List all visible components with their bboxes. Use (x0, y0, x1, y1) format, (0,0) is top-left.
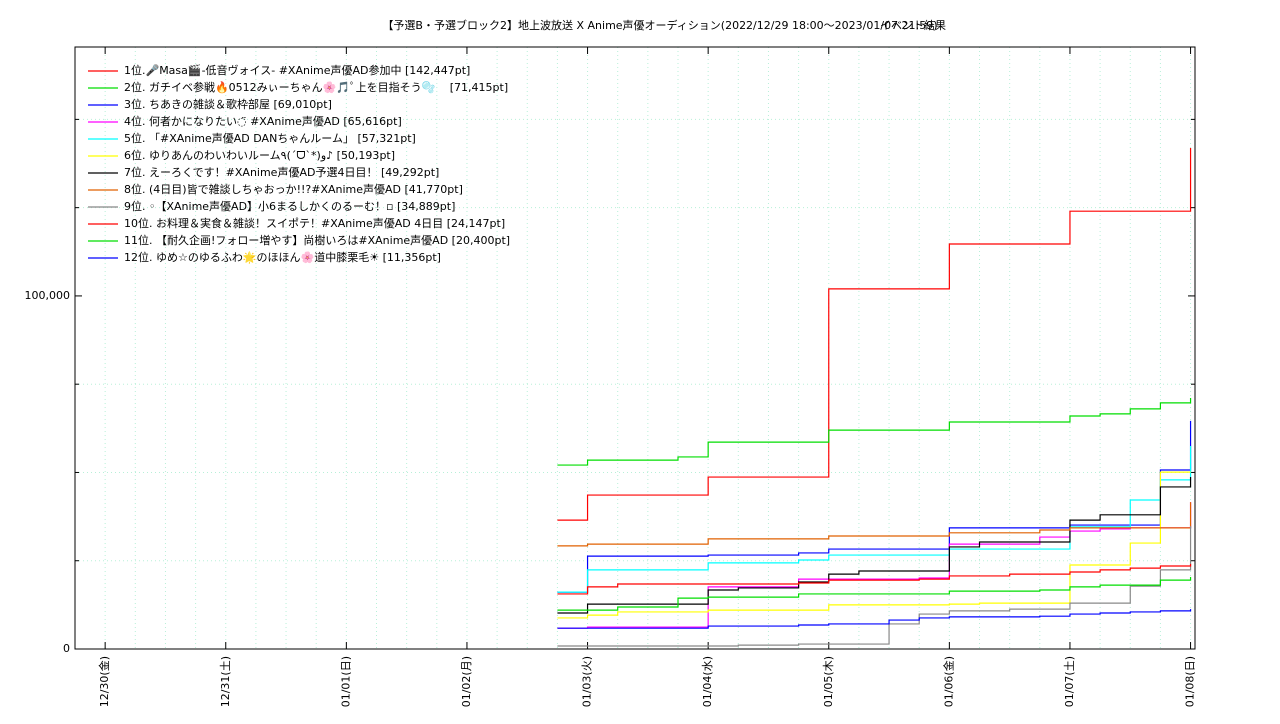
legend-label: 5位. 「#XAnime声優AD DANちゃんルーム」 [57,321pt] (124, 131, 416, 145)
series-line (557, 445, 1192, 593)
series-line (557, 477, 1192, 614)
legend-label: 8位. (4日目)皆で雑談しちゃおっか!!?#XAnime声優AD [41,77… (124, 182, 463, 196)
x-tick-label: 01/02(月) (460, 656, 473, 707)
legend-label: 11位. 【耐久企画!フォロー増やす】尚樹いろは#XAnime声優AD [20,… (124, 233, 510, 247)
y-tick-label: 100,000 (25, 289, 71, 302)
plot-frame (74, 46, 1196, 650)
x-tick-label: 01/06(金) (941, 656, 955, 707)
x-tick-label: 01/05(木) (822, 656, 835, 707)
y-tick-label: 0 (63, 642, 70, 655)
series-line (557, 609, 1192, 629)
legend-label: 2位. ガチイベ参戦🔥0512みぃーちゃん🌸🎵ﾟ上を目指そう🫧 [71,415p… (124, 80, 508, 94)
x-tick-label: 01/04(水) (701, 656, 714, 707)
series-line (557, 576, 1192, 611)
series-line (557, 420, 1192, 593)
series-line (557, 563, 1192, 595)
legend-label: 1位.🎤Masa🎬-低音ヴォイス- #XAnime声優AD参加中 [142,44… (124, 63, 470, 77)
x-tick-label: 01/03(火) (581, 656, 594, 707)
series-line (557, 471, 1191, 619)
x-tick-label: 12/30(金) (97, 656, 111, 707)
legend-label: 10位. お料理＆実食＆雑談！スイポテ！#XAnime声優AD 4日目 [24,… (124, 216, 505, 230)
legend-label: 3位. ちあきの雑談＆歌枠部屋 [69,010pt] (124, 97, 332, 111)
series-line (557, 397, 1192, 466)
chart-subtitle: イベント結果 (880, 18, 946, 32)
x-tick-label: 12/31(土) (219, 656, 232, 707)
legend-label: 4位. 何者かになりたい◌̈ #XAnime声優AD [65,616pt] (124, 114, 402, 128)
chart-title: 【予選B・予選ブロック2】地上波放送 X Anime声優オーディション(2022… (382, 18, 937, 32)
x-tick-label: 01/08(日) (1184, 656, 1197, 707)
legend-label: 7位. えーろくです！#XAnime声優AD予選4日目！ [49,292pt] (124, 165, 439, 179)
legend-label: 9位. ◦【XAnime声優AD】小6まるしかくのるーむ！▫ [34,889pt… (124, 199, 455, 213)
series-line (557, 147, 1192, 521)
x-tick-label: 01/07(土) (1063, 656, 1076, 707)
series-line (557, 502, 1192, 547)
x-tick-label: 01/01(日) (339, 656, 352, 707)
legend-label: 12位. ゆめ☆のゆるふわ🌟のほほん🌸道中膝栗毛☀ [11,356pt] (124, 250, 441, 264)
legend-label: 6位. ゆりあんのわいわいルーム٩(ˊᗜˋ*)و♪ [50,193pt] (124, 148, 395, 162)
